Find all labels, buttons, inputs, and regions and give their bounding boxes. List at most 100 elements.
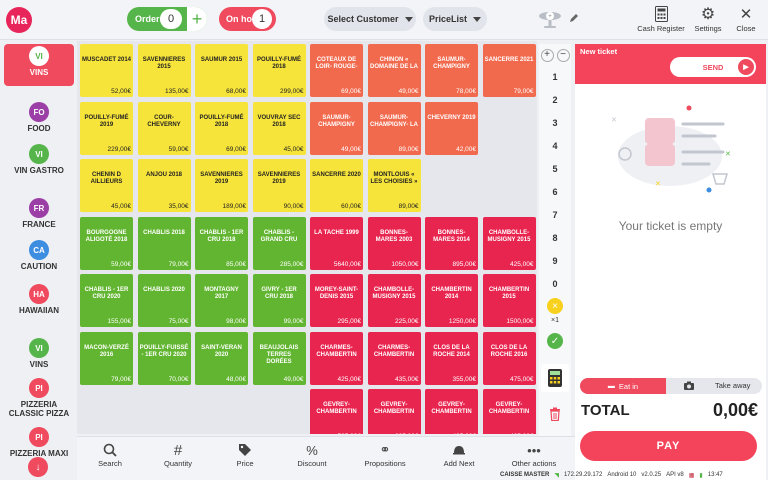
product-tile[interactable]: MACON-VERZÉ 2016 79,00€ (80, 331, 133, 385)
product-tile[interactable]: VOUVRAY SEC 2018 45,00€ (252, 101, 306, 155)
product-tile[interactable]: SANCERRE 2021 79,00€ (482, 44, 536, 97)
product-tile[interactable]: MOREY-SAINT-DENIS 2015 295,00€ (310, 274, 363, 327)
product-tile[interactable]: COTEAUX DE LOIR- ROUGE- 69,00€ (310, 44, 363, 97)
numpad-key-3[interactable]: 3 (552, 118, 558, 128)
category-hawaiian[interactable]: HA HAWAIIAN (4, 282, 74, 324)
settings-button[interactable]: ⚙ Settings (684, 4, 732, 33)
delete-button[interactable] (541, 400, 569, 428)
discount-button[interactable]: % Discount (282, 441, 342, 469)
product-tile[interactable]: CHAMBERTIN 2014 1250,00€ (425, 274, 478, 327)
pricelist-dropdown[interactable]: PriceList (423, 7, 487, 31)
product-tile[interactable]: CHINON « DOMAINE DE LA 49,00€ (367, 44, 421, 97)
sidebar-scroll-down-button[interactable]: ↓ (28, 457, 48, 477)
take-away-option[interactable]: Take away (715, 381, 751, 390)
quantity-button[interactable]: # Quantity (148, 441, 208, 469)
table-icon[interactable]: + (537, 6, 563, 32)
camera-icon[interactable] (683, 380, 695, 392)
numpad-key-9[interactable]: 9 (552, 256, 558, 266)
product-tile[interactable]: MUSCADET 2014 52,00€ (80, 44, 133, 97)
on-hold-button[interactable]: On hold 1 (219, 7, 276, 31)
product-tile[interactable]: CHABLIS 2020 75,00€ (137, 274, 191, 327)
product-tile[interactable]: CLOS DE LA ROCHE 2014 355,00€ (425, 331, 478, 385)
product-tile[interactable]: POUILLY-FUMÉ 2018 69,00€ (195, 101, 248, 155)
calculator-button[interactable] (541, 364, 569, 392)
product-tile[interactable]: CHAMBOLLE-MUSIGNY 2015 425,00€ (482, 216, 536, 270)
product-tile[interactable]: SAVENNIERES 2015 135,00€ (137, 44, 191, 97)
product-tile[interactable]: SAUMUR 2015 68,00€ (195, 44, 248, 97)
category-vin-gastro[interactable]: VI VIN GASTRO (4, 142, 74, 184)
numpad-key-4[interactable]: 4 (552, 141, 558, 151)
category-france[interactable]: FR FRANCE (4, 196, 74, 238)
category-pizzeria-classic-pizza[interactable]: PI PIZZERIA CLASSIC PIZZA (4, 376, 74, 418)
category-pizzeria-maxi[interactable]: PI PIZZERIA MAXI (4, 425, 74, 467)
product-tile[interactable]: CHENIN D AILLIEURS 45,00€ (80, 159, 133, 212)
numpad-key-5[interactable]: 5 (552, 164, 558, 174)
pencil-icon[interactable] (568, 12, 580, 24)
close-icon: ✕ (739, 6, 753, 23)
product-tile[interactable]: SANCERRE 2020 60,00€ (310, 159, 363, 212)
multiply-icon[interactable]: × (547, 298, 563, 314)
price-button[interactable]: Price (215, 441, 275, 468)
numpad-key-2[interactable]: 2 (552, 95, 558, 105)
orders-button[interactable]: Orders 0 + (127, 7, 207, 31)
product-tile[interactable]: BONNES-MARES 2003 1050,00€ (367, 216, 421, 270)
numpad-key-0[interactable]: 0 (552, 279, 558, 289)
product-tile[interactable]: SAINT-VERAN 2020 48,00€ (195, 331, 248, 385)
product-tile[interactable]: CHEVERNY 2019 42,00€ (425, 101, 478, 155)
product-tile[interactable]: SAVENNIERES 2019 189,00€ (195, 159, 248, 212)
product-tile[interactable]: GIVRY - 1ER CRU 2018 99,00€ (252, 274, 306, 327)
product-tile[interactable]: CHAMBOLLE-MUSIGNY 2015 225,00€ (367, 274, 421, 327)
category-vins[interactable]: VI VINS (4, 336, 74, 378)
product-tile[interactable]: CHABLIS 2018 79,00€ (137, 216, 191, 270)
category-vins[interactable]: VI VINS (4, 44, 74, 86)
pay-button[interactable]: PAY (580, 431, 757, 461)
product-tile[interactable]: CHABLIS - 1ER CRU 2020 155,00€ (80, 274, 133, 327)
eat-in-option[interactable]: ▬ Eat in (580, 378, 666, 394)
product-tile[interactable]: CHABLIS - 1ER CRU 2018 85,00€ (195, 216, 248, 270)
minus-button[interactable]: − (556, 48, 570, 62)
category-caution[interactable]: CA CAUTION (4, 238, 74, 280)
product-tile[interactable]: GEVREY-CHAMBERTIN 425,00€ (425, 389, 478, 434)
category-food[interactable]: FO FOOD (4, 100, 74, 142)
product-tile[interactable]: POUILLY-FUMÉ 2018 299,00€ (252, 44, 306, 97)
product-tile[interactable]: SAUMUR-CHAMPIGNY 49,00€ (310, 101, 363, 155)
product-tile[interactable]: CLOS DE LA ROCHE 2016 475,00€ (482, 331, 536, 385)
product-tile[interactable]: GEVREY-CHAMBERTIN 425,00€ (482, 389, 536, 434)
product-tile[interactable]: POUILLY-FUISSÉ - 1ER CRU 2020 70,00€ (137, 331, 191, 385)
product-tile[interactable]: MONTAGNY 2017 98,00€ (195, 274, 248, 327)
product-tile[interactable]: SAUMUR-CHAMPIGNY 78,00€ (425, 44, 478, 97)
product-tile[interactable]: BOURGOGNE ALIGOTÉ 2018 59,00€ (80, 216, 133, 270)
product-tile[interactable]: BEAUJOLAIS TERRES DORÉES 49,00€ (252, 331, 306, 385)
add-next-button[interactable]: Add Next (429, 441, 489, 468)
search-button[interactable]: Search (80, 441, 140, 468)
product-tile[interactable]: CHABLIS - GRAND CRU 285,00€ (252, 216, 306, 270)
product-tile[interactable]: LA TACHE 1999 5640,00€ (310, 216, 363, 270)
cash-register-button[interactable]: Cash Register (637, 4, 685, 33)
send-button[interactable]: SEND ▶ (670, 57, 756, 77)
close-button[interactable]: ✕ Close (724, 4, 768, 33)
product-tile[interactable]: MONTLOUIS « LES CHOISIES » 89,00€ (367, 159, 421, 212)
propositions-button[interactable]: ⚭ Propositions (355, 441, 415, 468)
other-actions-button[interactable]: ••• Other actions (504, 441, 564, 469)
product-tile[interactable]: COUR-CHEVERNY 59,00€ (137, 101, 191, 155)
plus-button[interactable]: + (540, 48, 554, 62)
product-tile[interactable]: SAVENNIERES 2019 90,00€ (252, 159, 306, 212)
toolbar-label: Propositions (364, 459, 406, 468)
product-name: SAUMUR 2015 (200, 57, 243, 63)
product-tile[interactable]: SAUMUR-CHAMPIGNY- LA 89,00€ (367, 101, 421, 155)
numpad-key-1[interactable]: 1 (552, 72, 558, 82)
add-order-button[interactable]: + (187, 7, 207, 31)
product-tile[interactable]: POUILLY-FUMÉ 2019 229,00€ (80, 101, 133, 155)
product-tile[interactable]: BONNES-MARES 2014 895,00€ (425, 216, 478, 270)
product-tile[interactable]: GEVREY-CHAMBERTIN 625,00€ (367, 389, 421, 434)
product-tile[interactable]: CHARMES-CHAMBERTIN 425,00€ (310, 331, 363, 385)
select-customer-dropdown[interactable]: Select Customer (324, 7, 416, 31)
numpad-key-7[interactable]: 7 (552, 210, 558, 220)
check-icon[interactable]: ✓ (547, 333, 563, 349)
numpad-key-6[interactable]: 6 (552, 187, 558, 197)
product-tile[interactable]: GEVREY-CHAMBERTIN 585,00€ (310, 389, 363, 434)
numpad-key-8[interactable]: 8 (552, 233, 558, 243)
product-tile[interactable]: CHARMES-CHAMBERTIN 435,00€ (367, 331, 421, 385)
product-tile[interactable]: CHAMBERTIN 2015 1500,00€ (482, 274, 536, 327)
product-tile[interactable]: ANJOU 2018 35,00€ (137, 159, 191, 212)
